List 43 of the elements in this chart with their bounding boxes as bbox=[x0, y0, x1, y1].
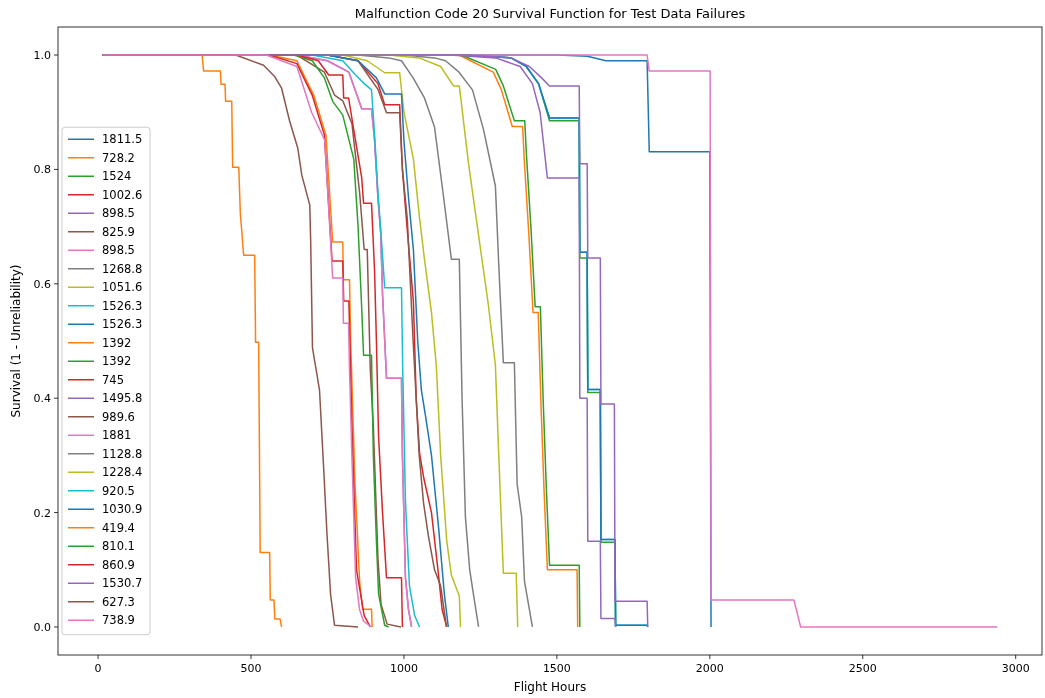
x-tick-label: 1500 bbox=[542, 662, 571, 675]
legend-label: 898.5 bbox=[102, 206, 135, 221]
x-tick-label: 2000 bbox=[695, 662, 724, 675]
x-tick-label: 0 bbox=[94, 662, 102, 675]
legend-label: 728.2 bbox=[102, 150, 135, 165]
chart-title: Malfunction Code 20 Survival Function for Test Data Failures bbox=[354, 6, 746, 21]
legend-label: 860.9 bbox=[102, 557, 135, 572]
legend-label: 738.9 bbox=[102, 613, 135, 628]
legend-label: 1268.8 bbox=[102, 261, 143, 276]
legend-label: 745 bbox=[102, 372, 124, 387]
x-axis-title: Flight Hours bbox=[513, 680, 587, 694]
legend-label: 920.5 bbox=[102, 483, 135, 498]
legend-label: 810.1 bbox=[102, 539, 135, 554]
x-tick-label: 3000 bbox=[1001, 662, 1030, 675]
legend-label: 1228.4 bbox=[102, 465, 143, 480]
legend-label: 1526.3 bbox=[102, 298, 143, 313]
y-tick-label: 0.0 bbox=[33, 620, 51, 634]
legend-label: 1530.7 bbox=[102, 576, 143, 591]
y-tick-label: 0.4 bbox=[33, 392, 51, 406]
x-tick-label: 1000 bbox=[389, 662, 418, 675]
legend-label: 898.5 bbox=[102, 243, 135, 258]
legend-label: 825.9 bbox=[102, 224, 135, 239]
legend-label: 1128.8 bbox=[102, 446, 143, 461]
legend-label: 1392 bbox=[102, 335, 132, 350]
y-axis-title: Survival (1 - Unreliability) bbox=[9, 264, 23, 418]
legend-label: 627.3 bbox=[102, 594, 135, 609]
x-tick-label: 500 bbox=[240, 662, 262, 675]
y-tick-label: 0.6 bbox=[33, 277, 51, 291]
x-tick-label: 2500 bbox=[848, 662, 877, 675]
legend-label: 1881 bbox=[102, 428, 132, 443]
legend-label: 1811.5 bbox=[102, 132, 143, 147]
y-tick-label: 1.0 bbox=[33, 49, 51, 63]
legend-label: 1002.6 bbox=[102, 187, 143, 202]
legend-label: 419.4 bbox=[102, 520, 135, 535]
legend-label: 1524 bbox=[102, 169, 132, 184]
legend-label: 1392 bbox=[102, 354, 132, 369]
legend-label: 989.6 bbox=[102, 409, 135, 424]
y-tick-label: 0.2 bbox=[33, 506, 51, 520]
y-tick-label: 0.8 bbox=[33, 163, 51, 177]
legend-label: 1495.8 bbox=[102, 391, 143, 406]
legend-label: 1526.3 bbox=[102, 317, 143, 332]
legend-label: 1030.9 bbox=[102, 502, 143, 517]
legend-label: 1051.6 bbox=[102, 280, 143, 295]
